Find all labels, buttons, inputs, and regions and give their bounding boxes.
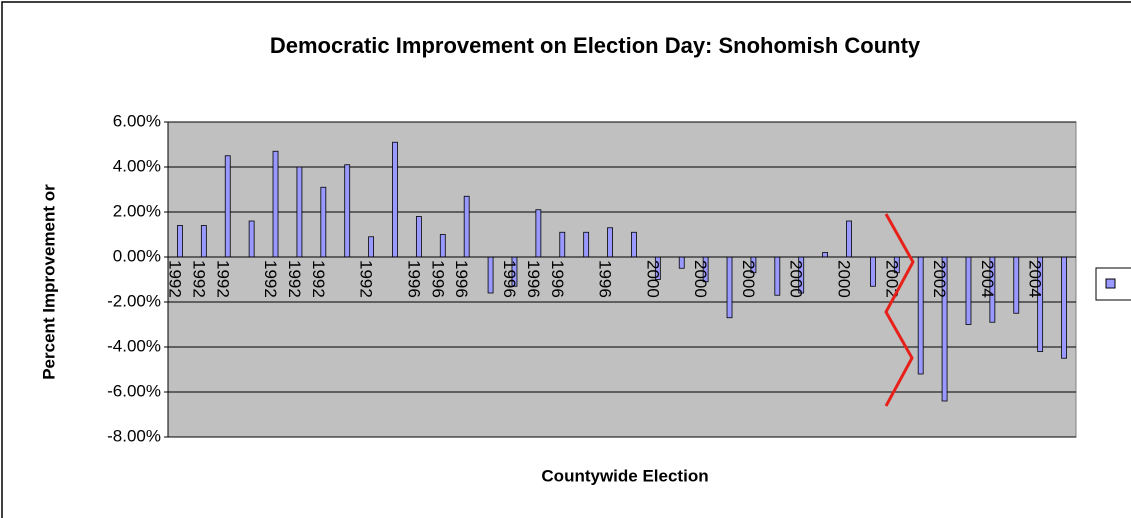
x-tick-label: 2002 (930, 260, 949, 298)
y-tick-label: 2.00% (113, 201, 161, 220)
y-tick-label: -6.00% (107, 381, 161, 400)
y-tick-label: -8.00% (107, 426, 161, 445)
x-tick-label: 1996 (548, 260, 567, 298)
bar (678, 256, 685, 269)
x-tick-label: 2004 (1026, 260, 1045, 298)
bar (296, 166, 303, 258)
bar (965, 256, 972, 325)
x-tick-label: 1996 (452, 260, 471, 298)
x-tick-label: 1992 (165, 260, 184, 298)
x-axis-label: Countywide Election (541, 466, 708, 485)
bar (583, 231, 590, 258)
bar (320, 186, 327, 258)
bar (726, 256, 733, 319)
y-axis-label: Percent Improvement or (39, 184, 58, 380)
bar (631, 231, 637, 258)
bar (224, 155, 231, 258)
bar (535, 209, 542, 258)
x-tick-label: 1992 (261, 260, 280, 298)
y-tick-label: -4.00% (107, 336, 161, 355)
x-tick-label: 2000 (787, 260, 806, 298)
x-tick-label: 2000 (739, 260, 758, 298)
bar (822, 252, 829, 258)
x-tick-label: 2000 (691, 260, 710, 298)
bar (344, 164, 351, 258)
bar (1061, 256, 1067, 359)
chart-title: Democratic Improvement on Election Day: … (270, 33, 921, 58)
bar (272, 150, 279, 258)
bar (1013, 256, 1020, 314)
bar (559, 231, 566, 258)
bar (869, 256, 876, 287)
x-tick-label: 1992 (189, 260, 208, 298)
plot-area (167, 121, 1077, 438)
y-tick-label: -2.00% (107, 291, 161, 310)
bar (607, 227, 613, 258)
bar (917, 256, 924, 375)
x-tick-label: 1996 (524, 260, 543, 298)
bar (463, 195, 470, 258)
x-tick-label: 1992 (309, 260, 328, 298)
legend-swatch (1105, 278, 1116, 289)
x-tick-label: 1996 (428, 260, 447, 298)
bar (846, 220, 852, 258)
bar (177, 225, 183, 258)
bar (415, 216, 422, 258)
y-tick-label: 4.00% (113, 156, 161, 175)
bar (200, 225, 207, 258)
x-tick-label: 2002 (882, 260, 901, 298)
annotation-zigzag (884, 213, 915, 407)
x-tick-label: 1996 (500, 260, 519, 298)
x-tick-label: 1992 (285, 260, 304, 298)
bar (392, 141, 398, 258)
bar (439, 234, 446, 258)
x-tick-label: 1992 (213, 260, 232, 298)
bar (487, 256, 494, 294)
bar (368, 236, 375, 258)
x-tick-label: 2000 (835, 260, 854, 298)
y-tick-label: 6.00% (113, 111, 161, 130)
x-tick-label: 2000 (643, 260, 662, 298)
bar (248, 220, 255, 258)
bar (774, 256, 781, 296)
x-tick-label: 1992 (357, 260, 376, 298)
x-tick-label: 2004 (978, 260, 997, 298)
x-tick-label: 1996 (404, 260, 423, 298)
y-tick-label: 0.00% (113, 246, 161, 265)
x-tick-label: 1996 (596, 260, 615, 298)
